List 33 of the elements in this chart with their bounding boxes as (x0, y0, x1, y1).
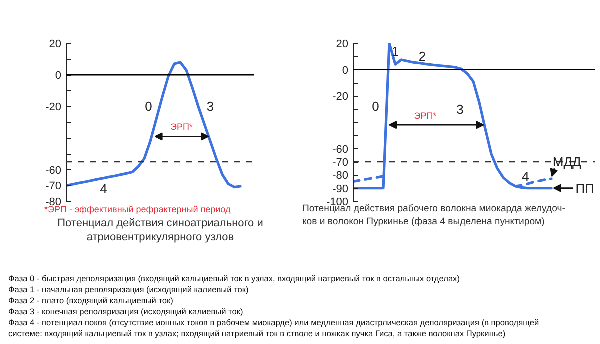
annotation: ЭРП* (170, 122, 194, 132)
y-tick-label: -70 (46, 180, 62, 193)
annotation: 0 (372, 99, 380, 114)
y-tick-label: -60 (332, 144, 349, 156)
annotation: ЭРП* (414, 110, 438, 121)
y-tick-label: -20 (332, 91, 349, 104)
text: Фаза 0 - быстрая деполяризация (входящий кальциевый ток в узлах, входящий натриевый ток в остальных отделах) (8, 274, 460, 284)
y-tick-label: -60 (46, 164, 62, 177)
line-series (354, 44, 553, 190)
text: Фаза 1 - начальная реполяризация (исходящий калиевый ток) (8, 284, 250, 294)
annotation: 3 (206, 99, 214, 114)
annotation: МДД (552, 154, 582, 170)
annotation: 4 (522, 168, 530, 184)
text: Фаза 4 - потенциал покоя (отсутствие ионных токов в рабочем миокарде) или медленная диастрлическая деполяризация (в проводящей системе: входящий кальциевый ток в узлах; входящий натриевый ток в стволе и ножках пучка Гиса, а также волокнах Пуркинье) (8, 318, 540, 338)
text: Потенциал действия рабочего волокна миокарда желудоч- ков и волокон Пуркинье (фаза 4 выделена пунктиром) (302, 204, 566, 228)
annotation: 0 (145, 99, 152, 114)
y-tick-label: -80 (332, 170, 349, 182)
text: ПП (576, 180, 594, 196)
y-tick-label: -90 (332, 183, 349, 196)
text: Фаза 2 - плато (входящий кальциевый ток) (8, 296, 174, 306)
annotation: 1 (392, 44, 400, 59)
y-tick-label: 0 (342, 64, 349, 77)
text: Потенциал действия синоатриального и атриовентрикулярного узлов (58, 218, 264, 244)
annotation: 2 (418, 49, 426, 64)
y-tick-label: -20 (46, 102, 62, 114)
annotation: 3 (456, 102, 464, 117)
text: *ЭРП - эффективный рефрактерный период (44, 204, 232, 214)
y-tick-label: 0 (55, 70, 62, 82)
annotation: 4 (100, 181, 108, 196)
y-tick-label: 20 (336, 38, 349, 50)
y-tick-label: 20 (49, 38, 62, 50)
y-tick-label: -70 (332, 157, 349, 169)
text: Фаза 3 - конечная реполяризация (исходящий калиевый ток) (8, 306, 244, 316)
